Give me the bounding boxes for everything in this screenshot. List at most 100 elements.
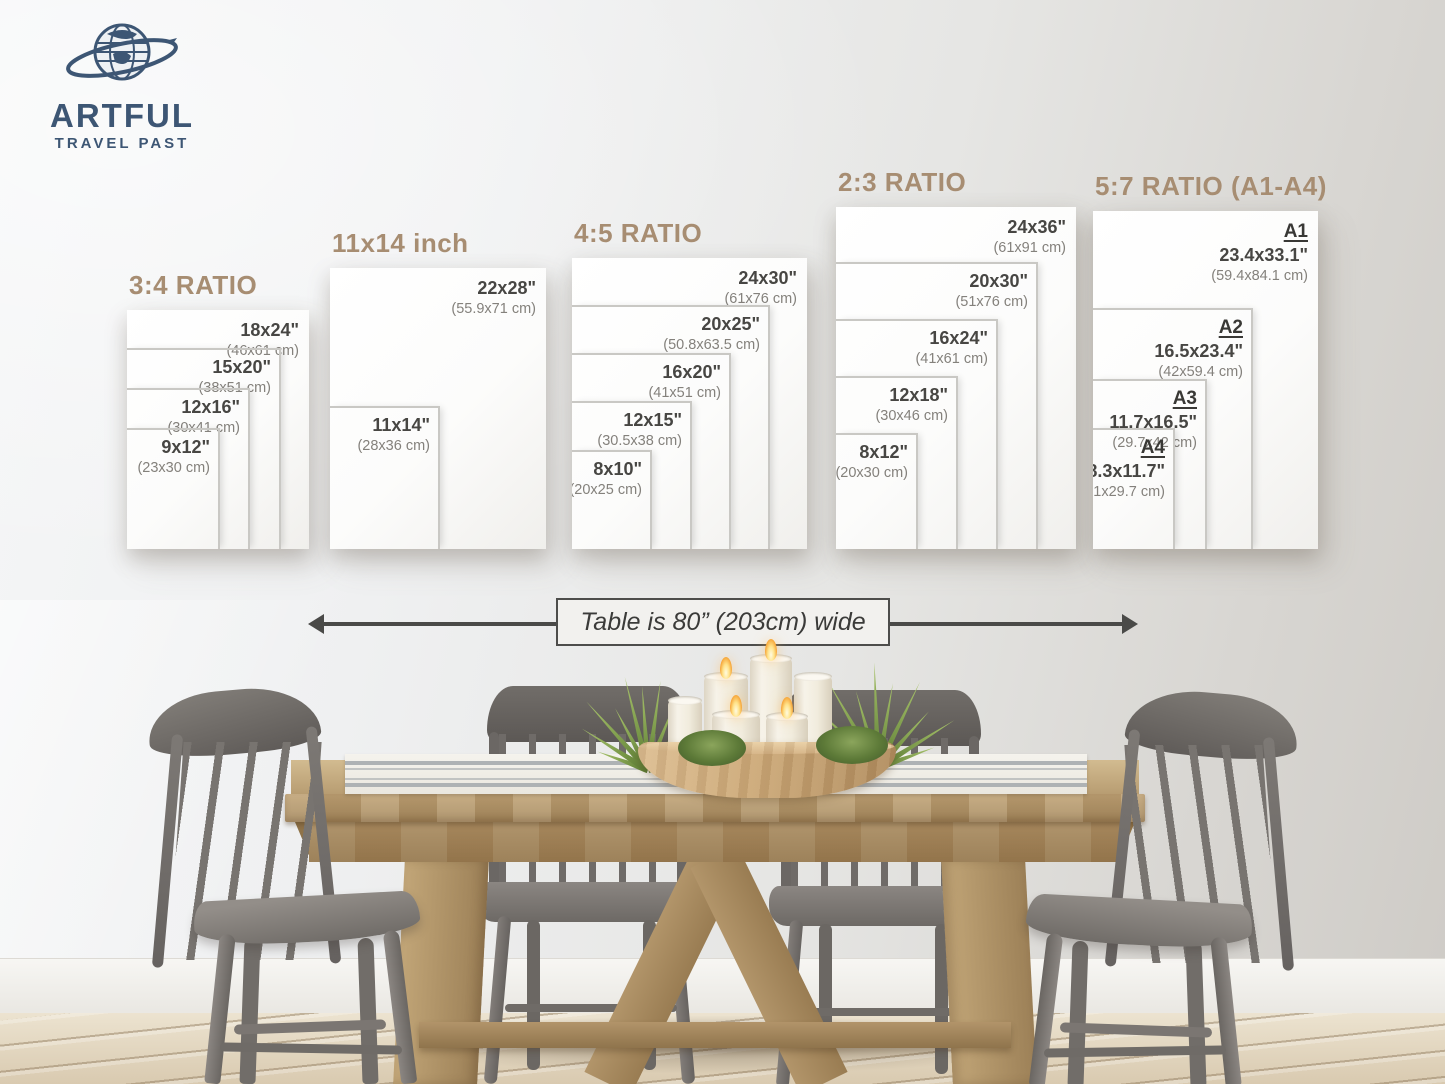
size-label: A3 11.7x16.5" (29.7x42 cm) bbox=[1109, 387, 1197, 453]
size-label: 20x30" (51x76 cm) bbox=[955, 270, 1028, 312]
size-centimeters: (42x59.4 cm) bbox=[1158, 364, 1243, 380]
size-inches: 24x36" bbox=[1007, 217, 1066, 237]
size-label: 16x24" (41x61 cm) bbox=[915, 327, 988, 369]
size-inches: 8x12" bbox=[859, 442, 908, 462]
size-inches: 24x30" bbox=[738, 268, 797, 288]
size-inches: 8x10" bbox=[593, 459, 642, 479]
size-label: 24x30" (61x76 cm) bbox=[724, 267, 797, 309]
size-centimeters: (51x76 cm) bbox=[955, 294, 1028, 310]
size-centimeters: (20x30 cm) bbox=[836, 465, 908, 481]
size-centimeters: (59.4x84.1 cm) bbox=[1211, 268, 1308, 284]
chair-leg bbox=[1028, 932, 1064, 1084]
candle-flame bbox=[730, 695, 742, 717]
size-inches: 11x14" bbox=[372, 415, 430, 435]
size-rect-8x12: 8x12" (20x30 cm) bbox=[836, 433, 918, 549]
size-centimeters: (55.9x71 cm) bbox=[451, 301, 536, 317]
group-title: 2:3 RATIO bbox=[838, 167, 967, 197]
size-label: A1 23.4x33.1" (59.4x84.1 cm) bbox=[1211, 220, 1308, 286]
size-group-4-5-ratio: 4:5 RATIO 24x30" (61x76 cm) 20x25" (50.8x63… bbox=[572, 218, 807, 549]
chair-leg bbox=[357, 937, 379, 1084]
size-label: 16x20" (41x51 cm) bbox=[648, 361, 721, 403]
size-label: 8x12" (20x30 cm) bbox=[836, 441, 908, 483]
size-rect-16.5x23.4: A2 16.5x23.4" (42x59.4 cm) bbox=[1093, 308, 1253, 549]
chair-leg bbox=[1067, 940, 1089, 1084]
size-centimeters: (50.8x63.5 cm) bbox=[663, 337, 760, 353]
size-inches: 22x28" bbox=[477, 278, 536, 298]
size-centimeters: (21x29.7 cm) bbox=[1093, 484, 1165, 500]
arrow-left-icon bbox=[308, 614, 324, 634]
size-inches: 20x25" bbox=[701, 314, 760, 334]
size-rect-16x20: 16x20" (41x51 cm) bbox=[572, 353, 731, 549]
size-rect-12x18: 12x18" (30x46 cm) bbox=[836, 376, 958, 549]
paper-size-name: A2 bbox=[1218, 317, 1243, 338]
group-title: 11x14 inch bbox=[332, 228, 469, 258]
size-rect-9x12: 9x12" (23x30 cm) bbox=[127, 428, 220, 549]
candle-flame bbox=[781, 697, 793, 719]
size-inches: 16x24" bbox=[929, 328, 988, 348]
size-rect-23.4x33.1: A1 23.4x33.1" (59.4x84.1 cm) bbox=[1093, 211, 1318, 549]
size-centimeters: (41x61 cm) bbox=[915, 351, 988, 367]
size-rect-24x30: 24x30" (61x76 cm) bbox=[572, 258, 807, 549]
candle-flame bbox=[765, 639, 777, 661]
size-inches: 18x24" bbox=[240, 320, 299, 340]
poster-2-3-ratio: 24x36" (61x91 cm) 20x30" (51x76 cm) 16x24" (4… bbox=[836, 207, 1076, 549]
chair-stretcher bbox=[797, 1008, 969, 1016]
poster-11x14-inch: 22x28" (55.9x71 cm) 11x14" (28x36 cm) bbox=[330, 268, 546, 549]
baseboard bbox=[0, 958, 1445, 1015]
size-centimeters: (61x76 cm) bbox=[724, 291, 797, 307]
size-centimeters: (30.5x38 cm) bbox=[597, 433, 682, 449]
size-inches: 16.5x23.4" bbox=[1154, 341, 1243, 361]
succulent-plant bbox=[678, 730, 746, 766]
dining-chair-front-right bbox=[1008, 685, 1301, 1084]
size-inches: 16x20" bbox=[662, 362, 721, 382]
size-group-2-3-ratio: 2:3 RATIO 24x36" (61x91 cm) 20x30" (51x76 c… bbox=[836, 167, 1076, 549]
dining-chair-front-left bbox=[145, 682, 438, 1084]
group-title: 5:7 RATIO (A1-A4) bbox=[1095, 171, 1327, 201]
size-centimeters: (28x36 cm) bbox=[357, 438, 430, 454]
size-rect-12x15: 12x15" (30.5x38 cm) bbox=[572, 401, 692, 549]
brand-logo: ARTFUL TRAVEL PAST bbox=[42, 14, 202, 153]
size-centimeters: (23x30 cm) bbox=[137, 460, 210, 476]
size-group-3-4-ratio: 3:4 RATIO 18x24" (46x61 cm) 15x20" (38x51 c… bbox=[127, 270, 309, 549]
poster-4-5-ratio: 24x30" (61x76 cm) 20x25" (50.8x63.5 cm) 16x2… bbox=[572, 258, 807, 549]
size-centimeters: (29.7x42 cm) bbox=[1112, 435, 1197, 451]
paper-size-name: A4 bbox=[1140, 437, 1165, 458]
size-rect-16x24: 16x24" (41x61 cm) bbox=[836, 319, 998, 549]
size-inches: 9x12" bbox=[161, 437, 210, 457]
table-stretcher bbox=[419, 1022, 1011, 1048]
candle-centerpiece bbox=[600, 636, 920, 812]
group-title: 3:4 RATIO bbox=[129, 270, 258, 300]
size-inches: 11.7x16.5" bbox=[1109, 412, 1197, 432]
size-label: 20x25" (50.8x63.5 cm) bbox=[663, 313, 760, 355]
size-centimeters: (30x46 cm) bbox=[875, 408, 948, 424]
size-rect-15x20: 15x20" (38x51 cm) bbox=[127, 348, 281, 549]
size-label: 11x14" (28x36 cm) bbox=[357, 414, 430, 456]
size-rect-8.3x11.7: A4 8.3x11.7" (21x29.7 cm) bbox=[1093, 428, 1175, 549]
size-label: 22x28" (55.9x71 cm) bbox=[451, 277, 536, 319]
arrow-right-icon bbox=[1122, 614, 1138, 634]
group-title: 4:5 RATIO bbox=[574, 218, 703, 248]
size-rect-22x28: 22x28" (55.9x71 cm) bbox=[330, 268, 546, 549]
size-inches: 12x16" bbox=[181, 397, 240, 417]
chair-stretcher bbox=[505, 1004, 677, 1012]
size-label: 12x18" (30x46 cm) bbox=[875, 384, 948, 426]
table-width-annotation: Table is 80” (203cm) wide bbox=[308, 598, 1138, 650]
logo-wordmark: ARTFUL bbox=[50, 97, 194, 134]
size-inches: 20x30" bbox=[969, 271, 1028, 291]
size-rect-20x30: 20x30" (51x76 cm) bbox=[836, 262, 1038, 549]
paper-size-name: A1 bbox=[1283, 221, 1308, 242]
size-label: 24x36" (61x91 cm) bbox=[993, 216, 1066, 258]
size-inches: 12x15" bbox=[623, 410, 682, 430]
size-centimeters: (20x25 cm) bbox=[572, 482, 642, 498]
table-cross-brace bbox=[690, 845, 848, 1084]
size-label: A4 8.3x11.7" (21x29.7 cm) bbox=[1093, 436, 1165, 502]
size-inches: 8.3x11.7" bbox=[1093, 461, 1165, 481]
size-centimeters: (41x51 cm) bbox=[648, 385, 721, 401]
candle-flame bbox=[720, 657, 732, 679]
paper-size-name: A3 bbox=[1172, 388, 1197, 409]
size-group-11x14-inch: 11x14 inch 22x28" (55.9x71 cm) 11x14" (28x3… bbox=[330, 228, 546, 549]
size-label: 9x12" (23x30 cm) bbox=[137, 436, 210, 478]
table-width-label: Table is 80” (203cm) wide bbox=[556, 598, 890, 646]
table-apron bbox=[309, 822, 1121, 862]
